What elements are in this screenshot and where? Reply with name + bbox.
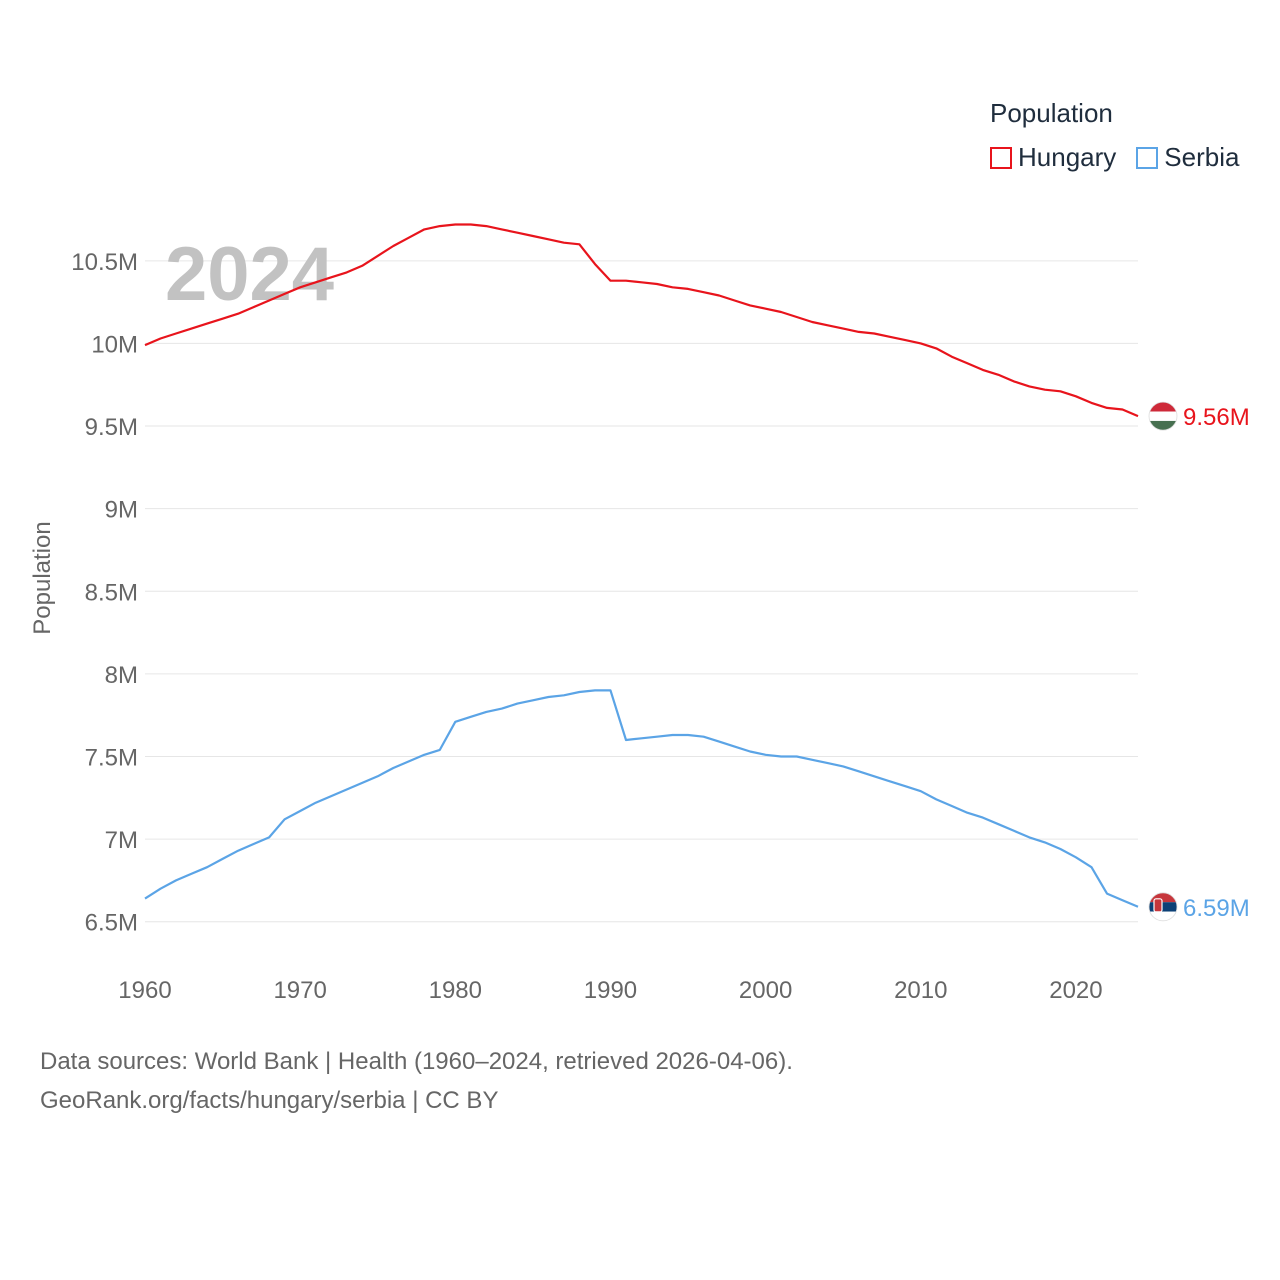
y-tick-label: 9M: [105, 497, 138, 524]
end-label-hungary: 9.56M: [1183, 404, 1250, 431]
x-tick-label: 1980: [429, 977, 482, 1004]
y-tick-label: 7M: [105, 827, 138, 854]
x-tick-label: 2020: [1049, 977, 1102, 1004]
serbia-flag-icon: [1148, 892, 1178, 922]
legend-label-serbia: Serbia: [1164, 142, 1240, 172]
data-sources-text: Data sources: World Bank | Health (1960–…: [40, 1048, 793, 1075]
series-line-hungary: [144, 223, 1139, 418]
legend: Hungary Serbia: [990, 142, 1259, 173]
y-axis: 6.5M 7M 7.5M 8M 8.5M 9M 9.5M 10M 10.5M: [71, 249, 138, 937]
year-watermark: 2024: [165, 232, 334, 317]
x-axis: 1960 1970 1980 1990 2000 2010 2020: [118, 977, 1102, 1004]
end-label-serbia: 6.59M: [1183, 895, 1250, 922]
hungary-flag-icon: [1148, 401, 1178, 431]
legend-swatch-serbia: [1136, 146, 1159, 169]
legend-title: Population: [990, 98, 1113, 128]
y-tick-label: 8.5M: [85, 579, 138, 606]
gridlines: [145, 260, 1138, 923]
y-tick-label: 7.5M: [85, 744, 138, 771]
x-tick-label: 1960: [118, 977, 171, 1004]
x-tick-label: 2000: [739, 977, 792, 1004]
y-tick-label: 6.5M: [85, 910, 138, 937]
legend-swatch-hungary: [990, 146, 1012, 169]
source-url-text: GeoRank.org/facts/hungary/serbia | CC BY: [40, 1087, 499, 1114]
series-line-serbia: [144, 689, 1139, 908]
series-lines: [144, 223, 1139, 908]
y-tick-label: 10.5M: [71, 249, 138, 276]
end-markers: 9.56M 6.59M: [1148, 401, 1250, 922]
x-tick-label: 1970: [273, 977, 326, 1004]
legend-item-serbia[interactable]: Serbia: [1136, 142, 1239, 173]
x-tick-label: 1990: [584, 977, 637, 1004]
y-tick-label: 10M: [91, 331, 138, 358]
legend-item-hungary[interactable]: Hungary: [990, 142, 1116, 173]
footer: Data sources: World Bank | Health (1960–…: [40, 1042, 793, 1120]
y-tick-label: 9.5M: [85, 414, 138, 441]
x-tick-label: 2010: [894, 977, 947, 1004]
y-axis-label: Population: [29, 521, 56, 634]
legend-label-hungary: Hungary: [1018, 142, 1117, 172]
y-tick-label: 8M: [105, 662, 138, 689]
